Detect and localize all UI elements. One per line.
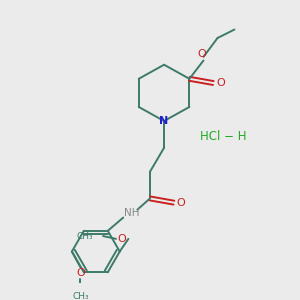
Text: CH₃: CH₃	[76, 232, 93, 241]
Text: CH₃: CH₃	[72, 292, 88, 300]
Text: HCl − H: HCl − H	[200, 130, 246, 143]
Text: O: O	[198, 49, 206, 59]
Text: O: O	[216, 78, 225, 88]
Text: O: O	[177, 198, 185, 208]
Text: O: O	[76, 268, 85, 278]
Text: NH: NH	[124, 208, 140, 218]
Text: N: N	[159, 116, 169, 126]
Text: O: O	[118, 234, 127, 244]
